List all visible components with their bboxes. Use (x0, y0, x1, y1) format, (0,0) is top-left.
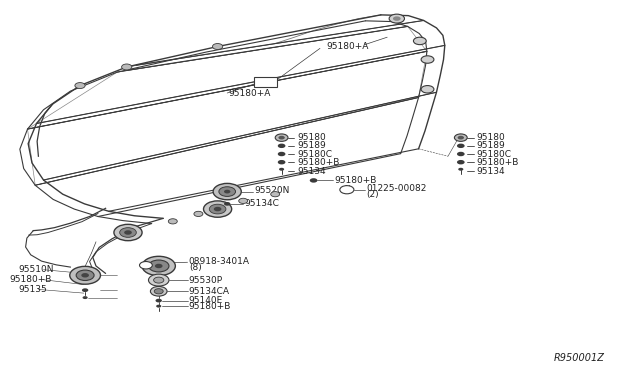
Text: N: N (344, 185, 349, 194)
Circle shape (457, 144, 465, 148)
Circle shape (340, 186, 354, 194)
Text: 95180+B: 95180+B (298, 158, 340, 167)
Text: 95180+A: 95180+A (228, 89, 271, 97)
Circle shape (204, 201, 232, 217)
Text: 01225-00082: 01225-00082 (366, 184, 426, 193)
Circle shape (458, 136, 464, 140)
Circle shape (82, 288, 88, 292)
Text: 95180: 95180 (298, 133, 326, 142)
Circle shape (120, 228, 136, 237)
Text: 95134C: 95134C (244, 199, 279, 208)
Circle shape (457, 160, 465, 164)
Text: 95140E: 95140E (189, 296, 223, 305)
Text: 08918-3401A: 08918-3401A (189, 257, 250, 266)
Text: (8): (8) (189, 263, 202, 272)
Text: N: N (143, 261, 148, 270)
Circle shape (148, 260, 169, 272)
Text: 95134: 95134 (298, 167, 326, 176)
Text: 95180+B: 95180+B (10, 275, 52, 284)
Text: 95180C: 95180C (477, 150, 512, 158)
Circle shape (224, 190, 230, 193)
Circle shape (83, 296, 88, 299)
Circle shape (413, 37, 426, 45)
Circle shape (239, 198, 248, 203)
Circle shape (76, 270, 94, 280)
Circle shape (75, 83, 85, 89)
Circle shape (148, 274, 169, 286)
Circle shape (458, 168, 463, 171)
Text: 95180+B: 95180+B (189, 302, 231, 311)
Text: (2): (2) (366, 190, 379, 199)
Circle shape (209, 204, 226, 214)
Circle shape (275, 134, 288, 141)
Text: 95135: 95135 (18, 285, 47, 294)
Circle shape (278, 144, 285, 148)
Circle shape (278, 160, 285, 164)
Circle shape (421, 56, 434, 63)
Circle shape (81, 273, 89, 278)
Circle shape (393, 16, 401, 21)
Circle shape (70, 266, 100, 284)
Circle shape (213, 183, 241, 200)
Circle shape (278, 152, 285, 156)
Circle shape (122, 64, 132, 70)
Circle shape (214, 207, 221, 211)
Circle shape (310, 178, 317, 183)
Circle shape (279, 168, 284, 171)
Text: R950001Z: R950001Z (554, 353, 605, 363)
Circle shape (150, 286, 167, 296)
Circle shape (454, 134, 467, 141)
Circle shape (212, 44, 223, 49)
Circle shape (457, 152, 465, 156)
Text: 95180: 95180 (477, 133, 506, 142)
Text: 95530P: 95530P (189, 276, 223, 285)
Text: 95134: 95134 (477, 167, 506, 176)
Text: 95134CA: 95134CA (189, 287, 230, 296)
Text: 95520N: 95520N (254, 186, 289, 195)
Circle shape (271, 192, 280, 197)
Text: 95189: 95189 (298, 141, 326, 150)
Circle shape (389, 14, 404, 23)
Circle shape (124, 230, 132, 235)
Circle shape (224, 202, 230, 206)
Circle shape (140, 262, 152, 269)
Text: 95180C: 95180C (298, 150, 333, 158)
Circle shape (194, 211, 203, 217)
Text: 95180+B: 95180+B (334, 176, 376, 185)
Circle shape (278, 136, 285, 140)
Text: 95510N: 95510N (18, 265, 53, 274)
Text: 95180+A: 95180+A (326, 42, 369, 51)
FancyBboxPatch shape (254, 77, 277, 87)
Circle shape (155, 264, 163, 268)
Circle shape (114, 224, 142, 241)
Circle shape (142, 256, 175, 276)
Circle shape (154, 289, 163, 294)
Text: 95180+B: 95180+B (477, 158, 519, 167)
Circle shape (421, 86, 434, 93)
Circle shape (156, 299, 162, 302)
Circle shape (219, 187, 236, 196)
Circle shape (156, 305, 161, 308)
Circle shape (154, 277, 164, 283)
Text: 95189: 95189 (477, 141, 506, 150)
Circle shape (168, 219, 177, 224)
